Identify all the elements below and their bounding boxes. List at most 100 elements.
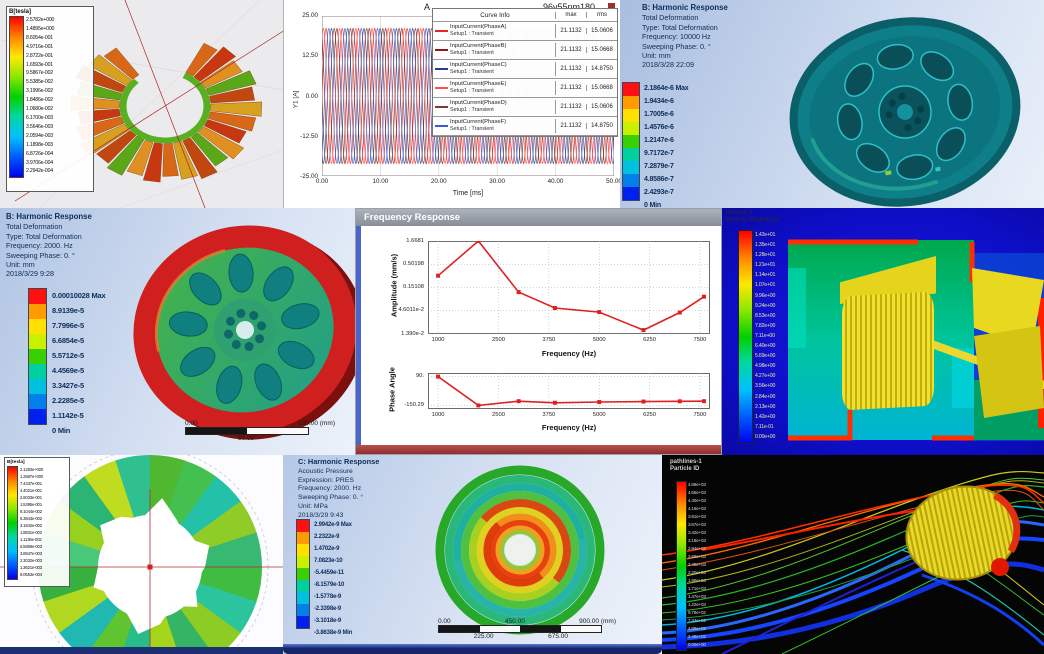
curve-swatch bbox=[435, 49, 448, 51]
colorbar-label: 2.9942e-9 Max bbox=[314, 522, 352, 528]
cfd-colorbar-value: 7.11e+00 bbox=[755, 332, 775, 339]
result-line: Type: Total Deformation bbox=[6, 231, 82, 241]
colorbar-value: 2.3032e-003 bbox=[20, 558, 42, 563]
curve-rms: 14.8750 bbox=[591, 66, 613, 72]
amplitude-x-label: Frequency (Hz) bbox=[541, 349, 597, 358]
pathlines-colorbar-value: 4.65e+03 bbox=[688, 490, 706, 495]
colorbar-deformation: 0.00010028 Max 8.9139e-5 7.7996e-5 6.6854e-… bbox=[28, 288, 106, 438]
colorbar-title: B[tesla] bbox=[7, 460, 25, 465]
panel-current-plot: A 96v55nm180 Y1 [A] 25.00 12.50 0.00 -12.50… bbox=[283, 0, 621, 208]
curve-swatch bbox=[435, 68, 448, 70]
pathlines-colorbar-value: 2.69e+03 bbox=[688, 554, 706, 559]
colorbar-band bbox=[297, 532, 309, 544]
colorbar-band bbox=[297, 616, 309, 628]
amplitude-chart bbox=[428, 241, 710, 334]
colorbar-value: 1.2587e+000 bbox=[20, 474, 44, 479]
colorbar-label: 1.9434e-6 bbox=[644, 98, 674, 105]
result-line: Unit: MPa bbox=[298, 502, 328, 510]
colorbar-label: 4.4569e-5 bbox=[52, 366, 84, 375]
ruler-max: 100.00 (mm) bbox=[298, 420, 335, 427]
colorbar-band bbox=[297, 580, 309, 592]
colorbar-value: 2.6033e-001 bbox=[20, 495, 42, 500]
result-title: C: Harmonic Response bbox=[298, 457, 380, 466]
colorbar-band bbox=[29, 334, 46, 349]
scale-ruler: 0.00 450.00 900.00 (mm) 225.00 675.00 bbox=[438, 618, 616, 641]
pathlines-colorbar-value: 3.67e+03 bbox=[688, 522, 706, 527]
curve-max: 21.1132 bbox=[556, 123, 587, 129]
colorbar-gradient bbox=[7, 466, 18, 580]
ruler-min: 0.00 bbox=[185, 420, 198, 427]
colorbar-band bbox=[29, 349, 46, 364]
curve-name: InputCurrent(PhaseF) bbox=[450, 119, 507, 125]
pathlines-colorbar-values: 4.89e+03 4.65e+03 4.40e+03 4.16e+03 3.91e+03… bbox=[688, 481, 706, 649]
colorbar-band bbox=[623, 96, 639, 109]
colorbar-label: 1.7005e-6 bbox=[644, 111, 674, 118]
amplitude-x-ticks: 1000 2500 3750 5000 6250 7500 bbox=[431, 337, 707, 343]
cfd-colorbar-value: 2.84e+00 bbox=[755, 393, 776, 400]
colorbar-band bbox=[29, 304, 46, 319]
result-lines: Total Deformation Type: Total Deformation… bbox=[6, 222, 92, 278]
ruler-min: 0.00 bbox=[438, 618, 451, 625]
x-tick: 0.00 bbox=[315, 178, 329, 185]
colorbar-labels: 2.1864e-6 Max 1.9434e-6 1.7005e-6 1.4576e-6… bbox=[644, 82, 689, 208]
colorbar-label: 2.2322e-9 bbox=[314, 534, 340, 540]
cfd-colorbar-value: 0.00e+00 bbox=[755, 433, 776, 440]
cfd-colorbar-value: 1.14e+01 bbox=[755, 272, 776, 279]
pathlines-colorbar-value: 9.79e+02 bbox=[688, 610, 706, 615]
colorbar-value: 7.4437e-001 bbox=[20, 481, 42, 486]
scale-ruler: 0.00 100.00 (mm) 50.00 bbox=[185, 420, 335, 442]
pathlines-colorbar-value: 4.40e+03 bbox=[688, 498, 706, 503]
x-tick: 10.00 bbox=[372, 178, 389, 185]
colorbar-band bbox=[623, 148, 639, 161]
cfd-colorbar-values: 1.42e+01 1.35e+01 1.28e+01 1.21e+01 1.14e+01… bbox=[755, 230, 775, 442]
legend-header: Curve Info max rms bbox=[433, 9, 617, 22]
colorbar-band bbox=[29, 364, 46, 379]
colorbar-value: 3.5646e-003 bbox=[26, 123, 53, 130]
colorbar-value: 4.4021e-001 bbox=[20, 488, 42, 493]
colorbar-value: 2.8722e-001 bbox=[26, 52, 53, 59]
window-titlebar[interactable]: Frequency Response bbox=[356, 209, 721, 226]
phase-x-label: Frequency (Hz) bbox=[541, 423, 597, 432]
result-lines: Acoustic Pressure Expression: PRES Frequen… bbox=[298, 468, 379, 521]
cfd-colorbar-value: 8.53e+00 bbox=[755, 312, 776, 319]
cfd-legend-name: contour-2 bbox=[725, 210, 753, 216]
result-title: B: Harmonic Response bbox=[6, 212, 92, 221]
phase-chart bbox=[428, 373, 710, 409]
colorbar-label: 4.8586e-7 bbox=[644, 176, 674, 183]
colorbar-value: 1.3621e-003 bbox=[20, 565, 42, 570]
pathlines-colorbar-gradient bbox=[676, 481, 687, 651]
colorbar-value: 5.3843e-002 bbox=[20, 516, 42, 521]
curve-rms: 15.0606 bbox=[591, 28, 613, 34]
result-line: Frequency: 10000 Hz bbox=[642, 32, 711, 42]
ruler-bar bbox=[185, 427, 309, 435]
cfd-colorbar-value: 1.42e+00 bbox=[755, 413, 776, 420]
colorbar-band bbox=[623, 135, 639, 148]
colorbar-label: 2.2285e-5 bbox=[52, 396, 84, 405]
colorbar-band bbox=[297, 568, 309, 580]
legend-row: InputCurrent(PhaseE) Setup1 : Transient … bbox=[433, 79, 617, 98]
pathlines-colorbar-value: 1.22e+03 bbox=[688, 602, 706, 607]
colorbar-label: 2.4293e-7 bbox=[644, 189, 674, 196]
panel-pathlines: pathlines-1 Particle ID 4.89e+03 4.65e+03… bbox=[662, 455, 1044, 654]
panel-maxwell-rotor: B[tesla] 2.1283e+000 1.2587e+000 7.4437e-0… bbox=[0, 455, 283, 654]
pathlines-colorbar-value: 7.34e+02 bbox=[688, 618, 706, 623]
ruler-max: 900.00 (mm) bbox=[579, 618, 616, 625]
pathlines-colorbar-value: 0.00e+00 bbox=[688, 642, 706, 647]
curve-name: InputCurrent(PhaseB) bbox=[450, 43, 507, 49]
panel-harmonic-2000: B: Harmonic Response Total Deformation Ty… bbox=[0, 208, 355, 455]
x-tick: 40.00 bbox=[547, 178, 564, 185]
colorbar-band bbox=[297, 544, 309, 556]
colorbar-band bbox=[29, 289, 46, 304]
curve-max: 21.1132 bbox=[556, 104, 587, 110]
result-line: Frequency: 2000. Hz bbox=[6, 241, 73, 251]
amplitude-y-ticks: 1.6681 0.50198 0.15108 4.6011e-2 1.390e-2 bbox=[398, 237, 424, 337]
curve-name: InputCurrent(PhaseA) bbox=[450, 24, 507, 30]
result-line: Expression: PRES bbox=[298, 476, 354, 484]
pathlines-colorbar-value: 2.20e+03 bbox=[688, 570, 706, 575]
x-axis-ticks: 0.00 10.00 20.00 30.00 40.00 50.00 bbox=[308, 178, 621, 185]
colorbar-band bbox=[623, 174, 639, 187]
pathlines-colorbar-value: 3.91e+03 bbox=[688, 514, 706, 519]
colorbar-bands bbox=[28, 288, 47, 425]
legend-header-curve: Curve Info bbox=[433, 11, 556, 19]
